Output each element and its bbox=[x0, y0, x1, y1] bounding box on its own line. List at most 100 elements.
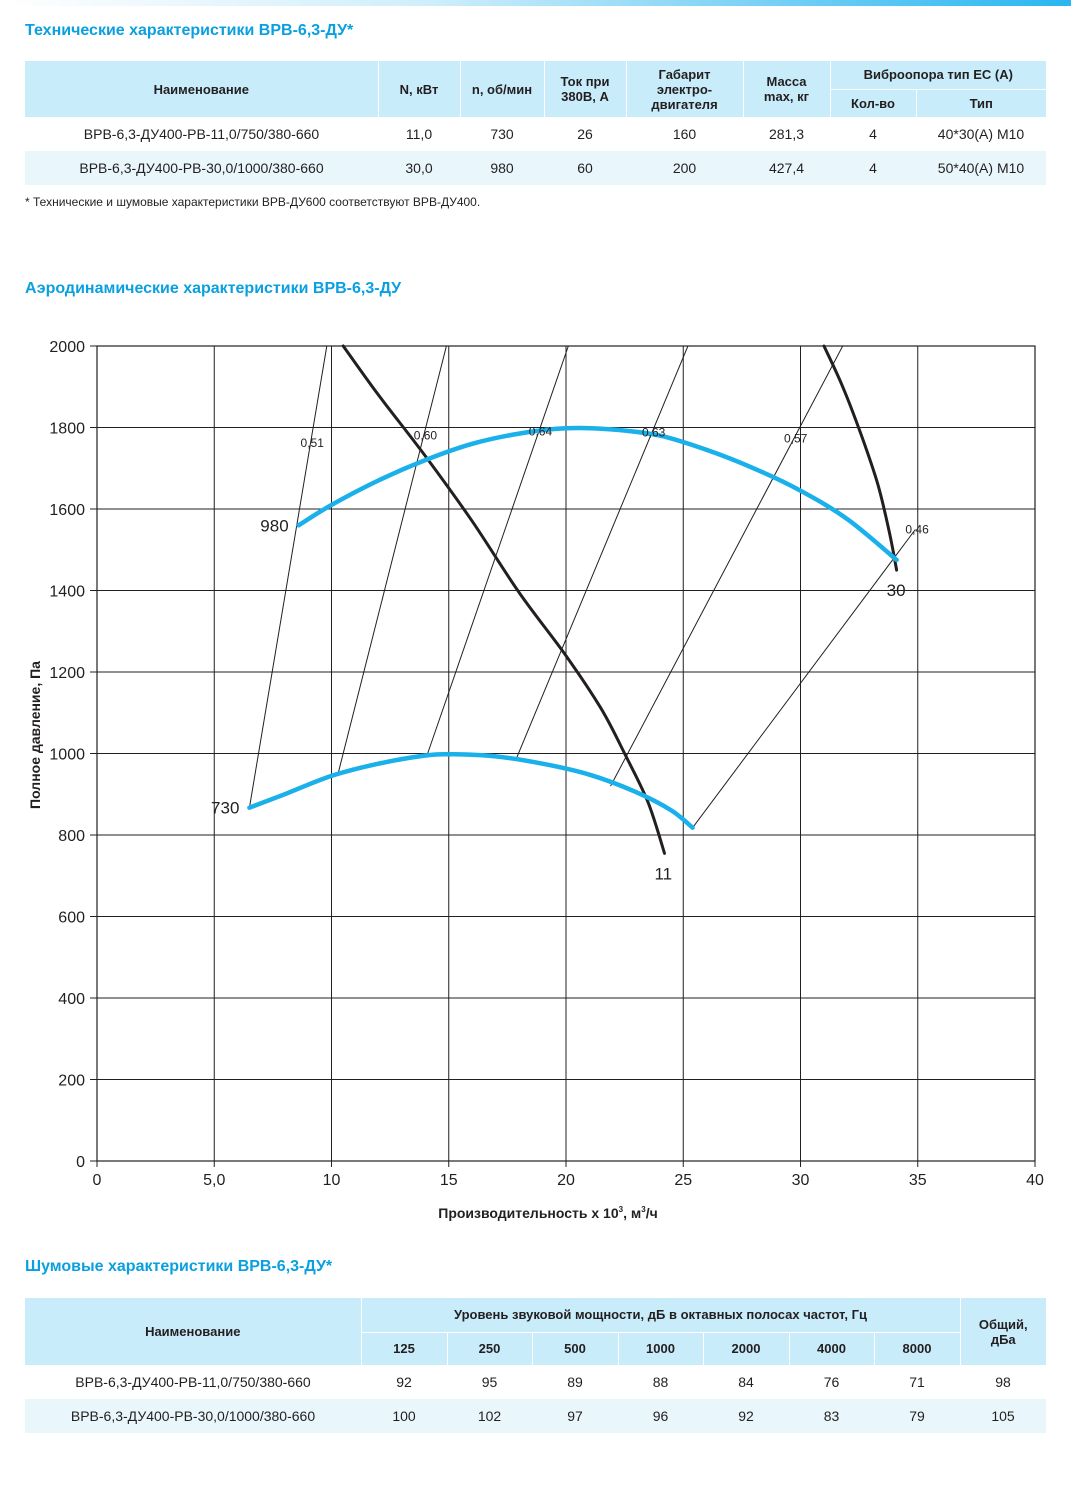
x-tick-label: 5,0 bbox=[203, 1172, 225, 1189]
header-accent-bar bbox=[0, 0, 1071, 6]
tech-header-power: N, кВт bbox=[377, 61, 460, 117]
y-tick-label: 2000 bbox=[49, 339, 85, 356]
axis-ticks: 0 5,0 10 15 20 25 30 35 400200400600800100012001… bbox=[49, 339, 1044, 1189]
efficiency-line bbox=[692, 529, 916, 828]
x-tick-label: 35 bbox=[909, 1172, 927, 1189]
efficiency-line bbox=[610, 345, 844, 787]
noise-cell: 105 bbox=[960, 1399, 1046, 1433]
tech-header-vibro: Виброопора тип ЕС (А) bbox=[829, 61, 1046, 89]
x-tick-label: 25 bbox=[674, 1172, 692, 1189]
noise-cell: 98 bbox=[995, 1374, 1011, 1390]
tech-cell: 40*30(А) М10 bbox=[937, 126, 1025, 142]
noise-freq-header: 1000 bbox=[617, 1331, 703, 1365]
tech-header-speed: n, об/мин bbox=[459, 61, 544, 117]
aero-chart: 0 5,0 10 15 20 25 30 35 400200400600800100012001… bbox=[27, 339, 1044, 1221]
noise-cell: 96 bbox=[618, 1399, 703, 1433]
tech-cell: 11,0 bbox=[405, 126, 433, 142]
y-tick-label: 1800 bbox=[49, 421, 85, 438]
table-row: ВРВ-6,3-ДУ400-РВ-30,0/1000/380-660 100 1… bbox=[25, 1399, 1046, 1433]
power-curve bbox=[822, 344, 899, 572]
tech-section-title: Технические характеристики ВРВ-6,3-ДУ* bbox=[25, 22, 354, 39]
noise-cell: 88 bbox=[652, 1374, 669, 1390]
y-tick-label: 1600 bbox=[49, 502, 85, 519]
tech-footnote: * Технические и шумовые характеристики В… bbox=[25, 195, 481, 209]
noise-cell: 97 bbox=[532, 1399, 618, 1433]
y-tick-label: 400 bbox=[58, 991, 85, 1008]
efficiency-label: 0,51 bbox=[301, 436, 325, 450]
efficiency-line bbox=[516, 345, 689, 758]
efficiency-label: 0,57 bbox=[784, 431, 808, 445]
tech-cell: ВРВ-6,3-ДУ400-РВ-30,0/1000/380-660 bbox=[25, 151, 378, 185]
tech-cell: ВРВ-6,3-ДУ400-РВ-11,0/750/380-660 bbox=[83, 126, 320, 142]
speed-curves bbox=[247, 425, 899, 830]
y-axis-label: Полное давление, Па bbox=[27, 661, 43, 809]
noise-header-total: Общий, дБа bbox=[959, 1298, 1046, 1365]
y-tick-label: 200 bbox=[58, 1073, 85, 1090]
power-curve-label: 11 bbox=[654, 864, 672, 883]
tech-cell: 60 bbox=[544, 151, 626, 185]
y-tick-label: 0 bbox=[76, 1154, 85, 1171]
x-tick-label: 40 bbox=[1026, 1172, 1044, 1189]
noise-cell: 92 bbox=[396, 1374, 412, 1390]
noise-cell: 76 bbox=[823, 1374, 840, 1390]
x-tick-label: 10 bbox=[323, 1172, 341, 1189]
noise-section-title: Шумовые характеристики ВРВ-6,3-ДУ* bbox=[25, 1258, 333, 1275]
aero-section-title: Аэродинамические характеристики ВРВ-6,3-… bbox=[25, 280, 402, 297]
tech-header-vibro-qty: Кол-во bbox=[829, 88, 916, 117]
tech-header-current: Ток при 380В, А bbox=[543, 61, 626, 117]
chart-grid bbox=[96, 345, 1036, 1162]
noise-freq-header: 4000 bbox=[788, 1331, 874, 1365]
noise-freq-header: 500 bbox=[531, 1331, 618, 1365]
noise-header-level: Уровень звуковой мощности, дБ в октавных… bbox=[360, 1298, 960, 1332]
tech-cell: 4 bbox=[830, 151, 916, 185]
y-tick-label: 1400 bbox=[49, 584, 85, 601]
tech-header-mass: Масса max, кг bbox=[742, 61, 830, 117]
noise-cell: 89 bbox=[567, 1374, 583, 1390]
tech-cell: 281,3 bbox=[768, 126, 805, 142]
speed-curve-label: 980 bbox=[260, 516, 288, 535]
y-tick-label: 1000 bbox=[49, 747, 85, 764]
noise-cell: 71 bbox=[909, 1374, 925, 1390]
table-row: ВРВ-6,3-ДУ400-РВ-30,0/1000/380-660 30,0 … bbox=[25, 151, 1046, 185]
x-tick-label: 30 bbox=[792, 1172, 810, 1189]
speed-curve bbox=[296, 425, 899, 563]
tech-spec-table: Наименование N, кВт n, об/мин Ток при 380… bbox=[25, 61, 1046, 185]
noise-cell: 95 bbox=[481, 1374, 498, 1390]
speed-curve-label: 730 bbox=[211, 799, 239, 818]
tech-cell: 980 bbox=[460, 151, 544, 185]
x-axis-label: Производительность х 103, м3/ч bbox=[438, 1205, 657, 1221]
efficiency-line bbox=[248, 345, 328, 808]
tech-cell: 160 bbox=[672, 126, 697, 142]
y-tick-label: 600 bbox=[58, 910, 85, 927]
noise-cell: 79 bbox=[874, 1399, 960, 1433]
table-row: ВРВ-6,3-ДУ400-РВ-11,0/750/380-660 11,0 7… bbox=[25, 117, 1046, 151]
tech-cell: 50*40(А) М10 bbox=[916, 151, 1046, 185]
x-tick-label: 20 bbox=[557, 1172, 575, 1189]
tech-cell: 730 bbox=[490, 126, 514, 142]
y-tick-label: 800 bbox=[58, 828, 85, 845]
noise-cell: 102 bbox=[447, 1399, 532, 1433]
noise-freq-header: 250 bbox=[446, 1331, 532, 1365]
table-row: ВРВ-6,3-ДУ400-РВ-11,0/750/380-660 92 95 … bbox=[25, 1365, 1046, 1399]
noise-freq-header: 8000 bbox=[873, 1331, 960, 1365]
noise-header-name: Наименование bbox=[25, 1298, 361, 1365]
noise-cell: ВРВ-6,3-ДУ400-РВ-30,0/1000/380-660 bbox=[25, 1399, 361, 1433]
power-curve bbox=[341, 344, 666, 855]
efficiency-label: 0,64 bbox=[529, 425, 553, 439]
noise-freq-header: 125 bbox=[360, 1331, 447, 1365]
x-tick-label: 15 bbox=[440, 1172, 458, 1189]
tech-header-frame: Габарит электро-двигателя bbox=[625, 61, 743, 117]
curve-labels: 0,51 0,60 0,64 0,63 0,57 0,46 11 30 980 730 bbox=[211, 425, 929, 884]
noise-table: Наименование Уровень звуковой мощности, … bbox=[25, 1298, 1046, 1433]
noise-cell: 100 bbox=[361, 1399, 447, 1433]
tech-cell: 427,4 bbox=[743, 151, 830, 185]
efficiency-line bbox=[427, 345, 569, 754]
tech-cell: 30,0 bbox=[378, 151, 460, 185]
tech-header-vibro-type: Тип bbox=[915, 88, 1046, 117]
tech-header-name: Наименование bbox=[25, 61, 378, 117]
noise-cell: 92 bbox=[703, 1399, 789, 1433]
efficiency-label: 0,46 bbox=[905, 522, 929, 536]
noise-freq-header: 2000 bbox=[702, 1331, 789, 1365]
efficiency-label: 0,63 bbox=[642, 425, 666, 439]
efficiency-label: 0,60 bbox=[414, 428, 438, 442]
